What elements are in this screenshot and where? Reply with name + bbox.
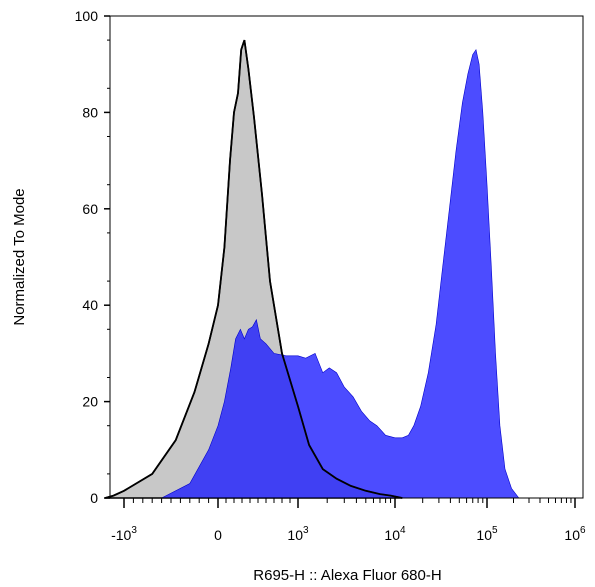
- histogram-series-stained: [161, 48, 520, 499]
- x-tick-label: -103: [111, 525, 137, 543]
- x-tick-label: 103: [287, 525, 309, 543]
- y-tick-label: 60: [82, 201, 98, 217]
- y-tick-label: 40: [82, 297, 98, 313]
- y-tick-label: 100: [75, 8, 99, 24]
- axis-ticks-layer: 0 20 40 60 80 100 -103 0 103 104 105 106: [75, 8, 586, 543]
- x-tick-label: 105: [476, 525, 498, 543]
- x-tick-label: 0: [214, 527, 222, 543]
- x-tick-label: 104: [384, 525, 406, 543]
- x-axis-title: R695-H :: Alexa Fluor 680-H: [253, 567, 441, 584]
- y-tick-label: 80: [82, 104, 98, 120]
- y-axis-title: Normalized To Mode: [11, 188, 28, 325]
- histogram-series-layer: [104, 39, 520, 499]
- x-tick-label: 106: [564, 525, 586, 543]
- histogram-unstained-outline: [104, 39, 403, 499]
- y-tick-label: 0: [90, 490, 98, 506]
- y-tick-label: 20: [82, 394, 98, 410]
- plot-frame: [109, 15, 584, 499]
